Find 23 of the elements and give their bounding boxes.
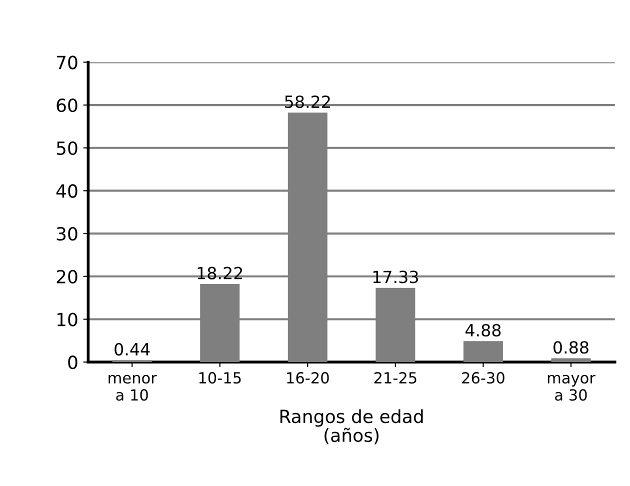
y-tick-label: 60 <box>56 98 78 112</box>
y-tick-label: 10 <box>57 312 78 326</box>
x-tick-label: 21-25 <box>374 372 416 384</box>
x-tick-label: 26-30 <box>462 372 504 384</box>
y-tick-label: 20 <box>56 270 78 284</box>
bar <box>463 341 503 362</box>
y-tick-label: 50 <box>56 141 78 155</box>
data-label: 17.33 <box>373 270 418 284</box>
x-tick-label: 16-20 <box>287 372 329 384</box>
y-tick-label: 70 <box>56 56 78 70</box>
data-label: 58.22 <box>285 95 330 108</box>
y-tick-label: 30 <box>56 227 78 241</box>
data-label: 4.88 <box>465 324 501 337</box>
x-axis-title: Rangos de edad (años) <box>280 409 423 444</box>
y-tick-label: 40 <box>56 184 78 198</box>
data-label: 0.44 <box>114 342 150 356</box>
bar <box>551 358 591 362</box>
data-label: 0.88 <box>554 341 588 354</box>
x-tick-label: menor a 10 <box>108 374 157 401</box>
data-label: 18.22 <box>198 266 242 280</box>
x-tick-label: 10-15 <box>199 372 241 384</box>
y-tick-label: 0 <box>68 356 78 370</box>
x-tick-label: mayor a 30 <box>548 374 596 401</box>
